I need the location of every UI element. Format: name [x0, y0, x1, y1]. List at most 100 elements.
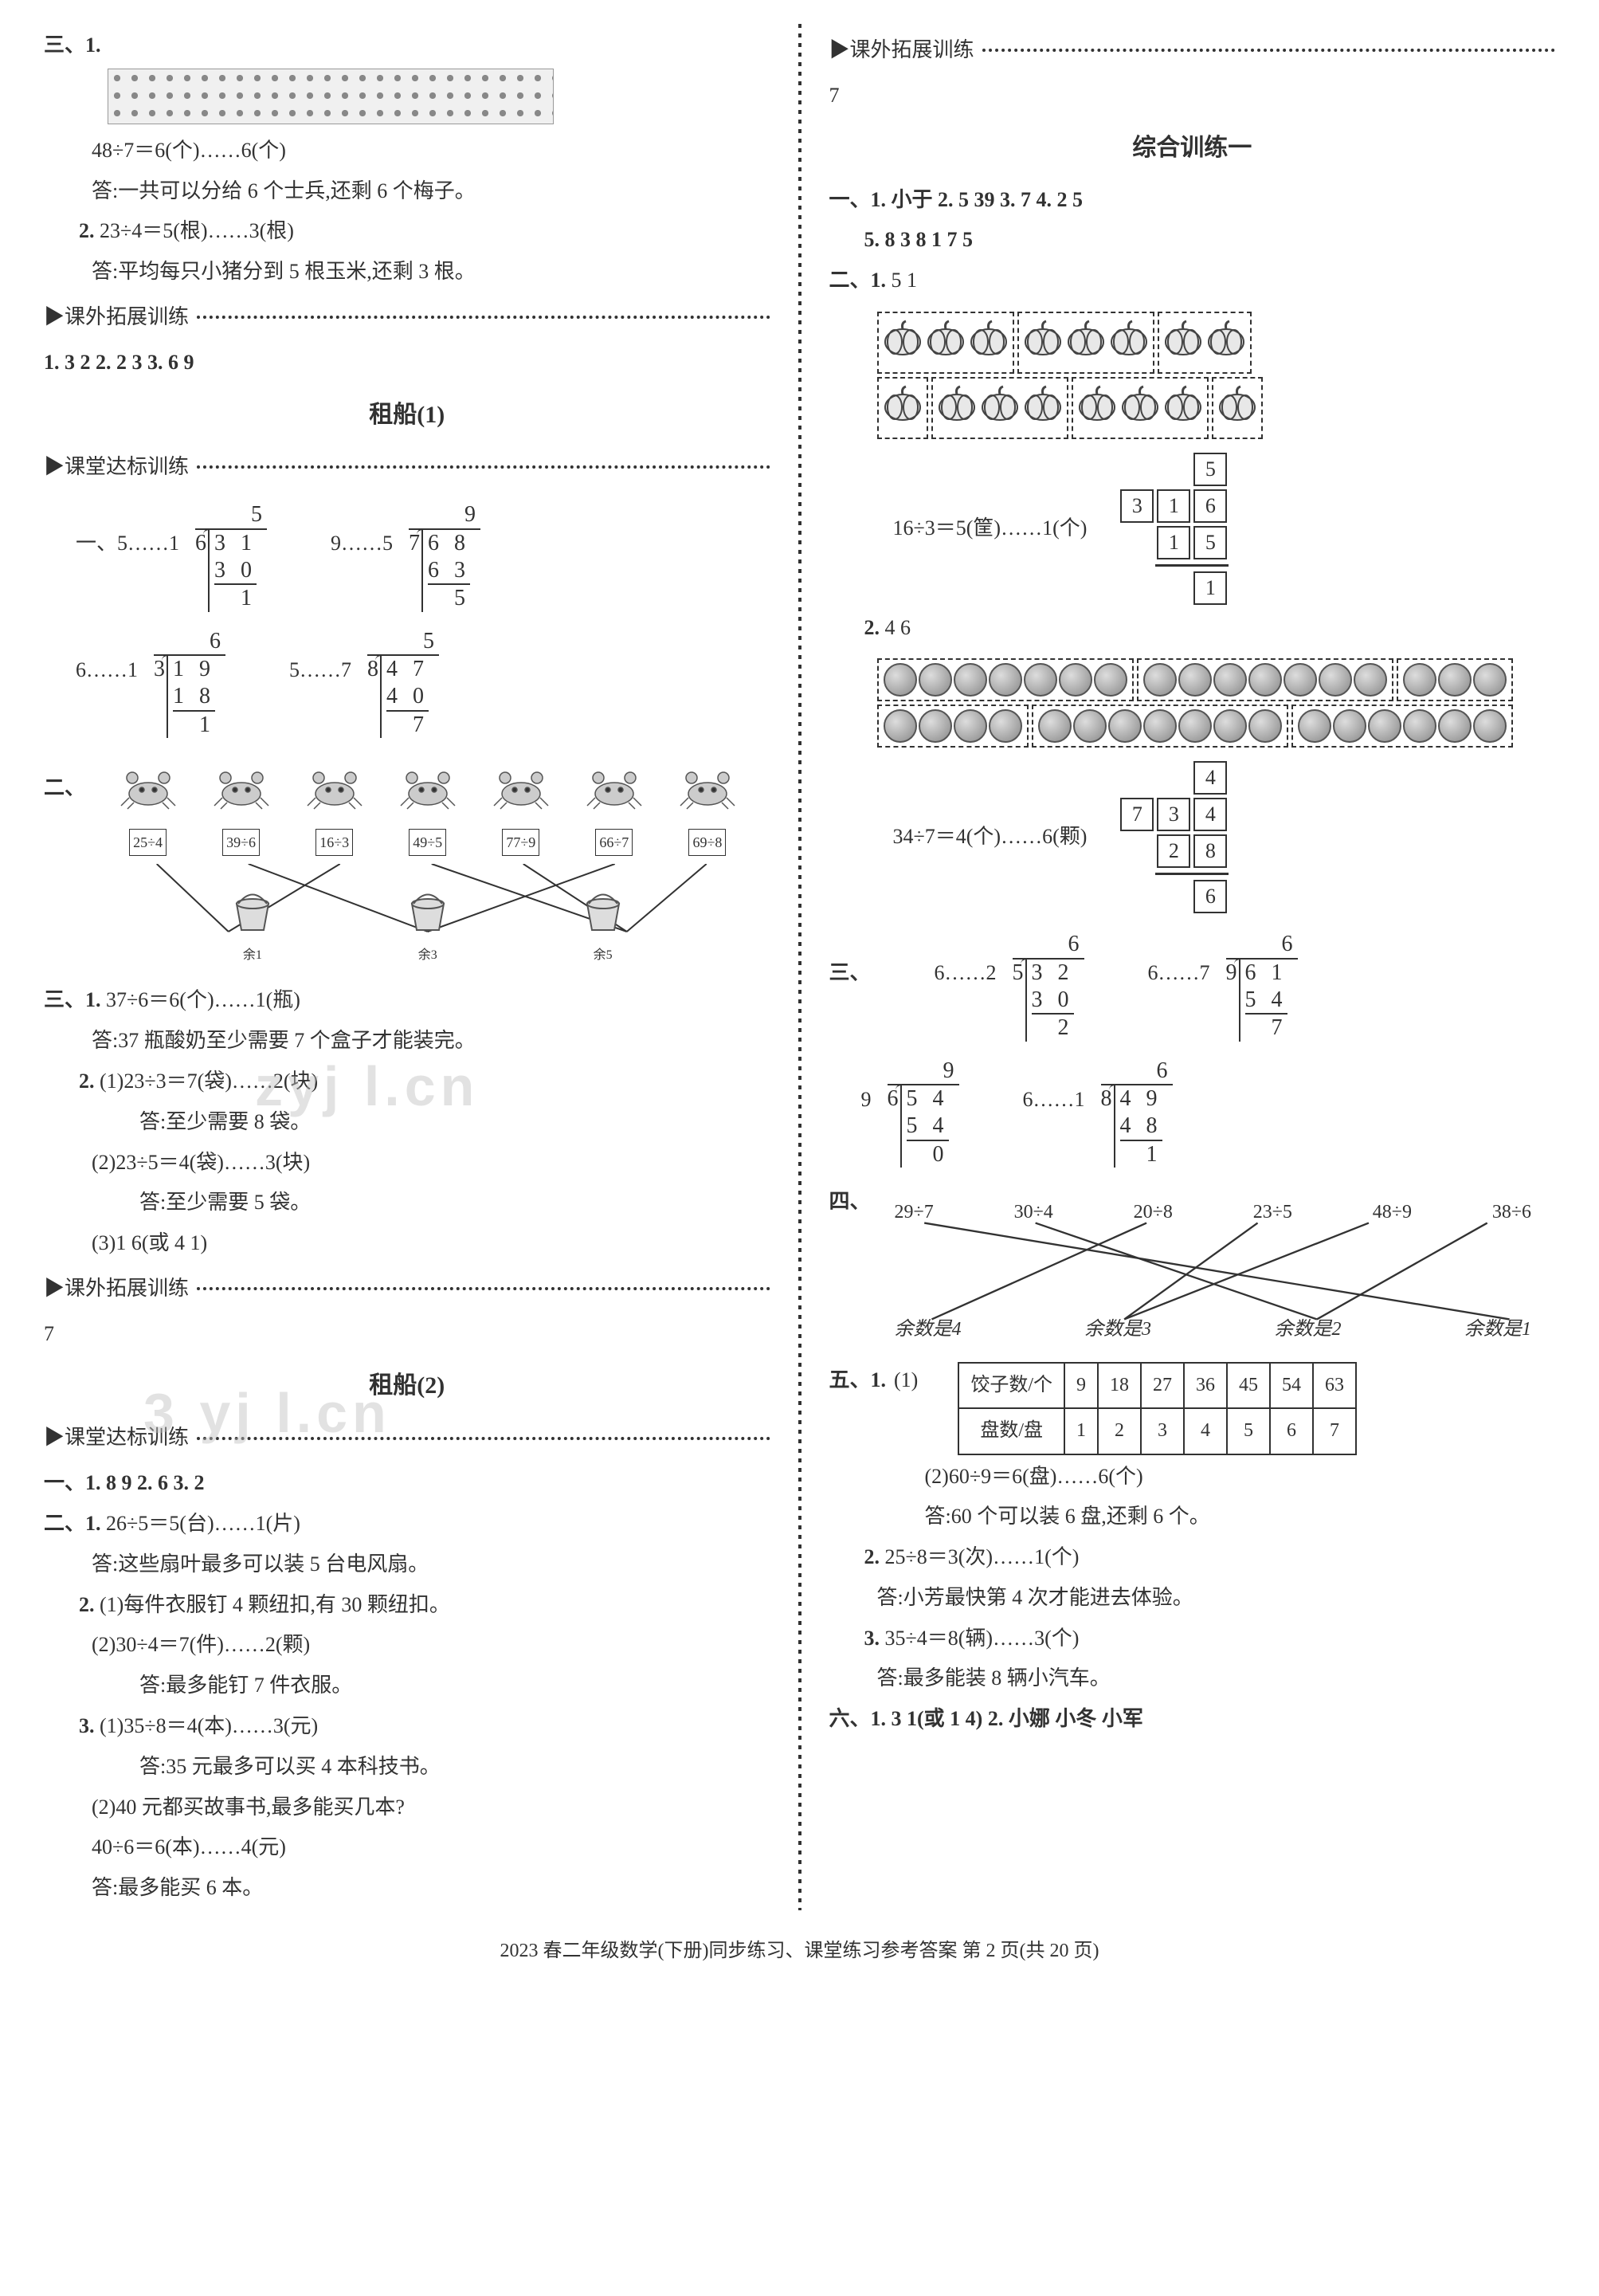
text: 5 1: [892, 269, 918, 292]
remainder: 5: [428, 585, 470, 612]
crab-item: 25÷4: [112, 766, 184, 860]
table-cell: 63: [1313, 1363, 1356, 1408]
quotient: 5: [227, 501, 267, 528]
text: 1. 3 2 2. 2 3 3. 6 9: [44, 351, 194, 374]
divisor: 9: [1226, 960, 1239, 1042]
bucket-row: 余1余3余5: [85, 892, 770, 967]
cell: 1: [1157, 526, 1190, 559]
answer: 答:平均每只小猪分到 5 根玉米,还剩 3 根。: [44, 253, 770, 291]
long-division: 5 6 3 1 3 0 1: [195, 501, 267, 611]
divisor: 6: [195, 530, 208, 612]
answer: 答:这些扇叶最多可以装 5 台电风扇。: [44, 1546, 770, 1584]
crab-section: 二、 25÷439÷616÷349÷577÷966÷769÷8: [44, 754, 770, 979]
label: 三、1.: [44, 988, 101, 1011]
matching-section: 四、 29÷730÷420÷823÷548÷938÷6 余数是4余数是3余数是2…: [829, 1183, 1556, 1359]
label: 2.: [44, 1593, 95, 1616]
pumpkin-icon: [979, 382, 1021, 434]
table-row: 饺子数/个 9 18 27 36 45 54 63: [958, 1363, 1356, 1408]
quotient: 5: [399, 628, 439, 655]
right-column: ▶课外拓展训练 7 综合训练一 一、1. 小于 2. 5 39 3. 7 4. …: [817, 24, 1568, 1910]
answer: 答:60 个可以装 6 盘,还剩 6 个。: [829, 1498, 1556, 1536]
row: 2. 25÷8＝3(次)……1(个): [829, 1539, 1556, 1576]
pumpkin-figure: [877, 312, 1556, 439]
label: 3.: [829, 1627, 880, 1650]
circle-icon: [1178, 709, 1212, 743]
cell: 5: [1193, 453, 1227, 486]
remainder: 7: [1245, 1015, 1287, 1042]
pumpkin-icon: [1162, 316, 1204, 369]
table-cell: 1: [1064, 1408, 1098, 1454]
label: 二、1.: [829, 269, 887, 292]
circle-group: [877, 658, 1134, 701]
equation: 48÷7＝6(个)……6(个): [44, 132, 770, 170]
crab-label: 77÷9: [502, 829, 539, 856]
row: 五、1. (1) 饺子数/个 9 18 27 36 45 54 63 盘数/盘 …: [829, 1362, 1556, 1454]
section-heading: ▶课外拓展训练: [829, 32, 1556, 69]
remainder: 7: [386, 712, 429, 739]
crab-label: 69÷8: [688, 829, 726, 856]
match-bot-item: 余数是1: [1464, 1313, 1531, 1347]
circle-icon: [1038, 709, 1072, 743]
circle-icon: [1438, 709, 1472, 743]
dividend: 4 9: [1120, 1085, 1162, 1113]
remainder: 1: [214, 585, 257, 612]
longdiv-row: 9 9 6 5 45 40 6……1 6 8 4 94 81: [829, 1058, 1556, 1168]
label: 2.: [829, 616, 880, 639]
cell: 1: [1193, 571, 1227, 605]
pumpkin-icon: [1108, 316, 1150, 369]
dividend: 6 1: [1245, 960, 1287, 987]
heading-label: ▶课外拓展训练: [44, 1270, 189, 1308]
column-divider: [798, 24, 801, 1910]
pumpkin-icon: [882, 316, 923, 369]
table-cell: 4: [1184, 1408, 1227, 1454]
longdiv-item: 9 9 6 5 45 40: [861, 1058, 959, 1168]
dividend: 3 1: [214, 530, 257, 557]
equation: 35÷4＝8(辆)……3(个): [885, 1627, 1080, 1650]
crab-label: 16÷3: [315, 829, 353, 856]
longdiv-item: 6……7 6 9 6 15 47: [1148, 931, 1298, 1041]
sub: 4 0: [386, 683, 429, 712]
longdiv-item: 5……7 5 8 4 7 4 0 7: [289, 628, 439, 738]
table-cell: 3: [1141, 1408, 1184, 1454]
divisor: 8: [1101, 1085, 1114, 1168]
sub: 5 4: [907, 1113, 949, 1141]
pumpkin-group: [1072, 377, 1209, 439]
dotted-rule: [197, 465, 770, 469]
circle-group: [1032, 704, 1288, 748]
label: 二、: [44, 754, 85, 807]
crab-label: 66÷7: [595, 829, 633, 856]
answer: 答:最多能钉 7 件衣服。: [44, 1667, 770, 1705]
text: (2)60÷9＝6(盘)……6(个): [829, 1458, 1556, 1496]
pumpkin-icon: [1217, 382, 1258, 434]
cell: 4: [1193, 798, 1227, 831]
circle-icon: [1213, 663, 1247, 697]
divisor: 3: [154, 656, 167, 738]
text: (2)23÷5＝4(袋)……3(块): [44, 1144, 770, 1182]
crab-item: 77÷9: [485, 766, 557, 860]
row: 2. (1)每件衣服钉 4 颗纽扣,有 30 颗纽扣。: [44, 1587, 770, 1624]
row: 三、1. 37÷6＝6(个)……1(瓶): [44, 982, 770, 1019]
circle-icon: [1403, 663, 1436, 697]
sub: 6 3: [428, 557, 470, 586]
row: 2. (1)23÷3＝7(袋)……2(块): [44, 1063, 770, 1101]
circle-icon: [1248, 663, 1282, 697]
cell: 3: [1157, 798, 1190, 831]
answer: 答:最多能买 6 本。: [44, 1870, 770, 1907]
label: 2.: [44, 1070, 95, 1093]
long-division: 6 3 1 9 1 8 1: [154, 628, 225, 738]
crab-row: 25÷439÷616÷349÷577÷966÷769÷8: [85, 766, 770, 860]
label: 6……1: [76, 628, 138, 689]
circle-icon: [1248, 709, 1282, 743]
circle-icon: [1094, 663, 1127, 697]
circle-icon: [954, 663, 987, 697]
pumpkin-icon: [1162, 382, 1204, 434]
long-division: 9 7 6 8 6 3 5: [409, 501, 480, 611]
cell: 6: [1193, 489, 1227, 523]
label: 2.: [44, 219, 95, 242]
table-cell: 45: [1227, 1363, 1270, 1408]
cell: 6: [1193, 880, 1227, 913]
long-division: 5 8 4 7 4 0 7: [367, 628, 439, 738]
circle-group: [1291, 704, 1513, 748]
table-cell: 5: [1227, 1408, 1270, 1454]
equation: 23÷4＝5(根)……3(根): [100, 219, 294, 242]
